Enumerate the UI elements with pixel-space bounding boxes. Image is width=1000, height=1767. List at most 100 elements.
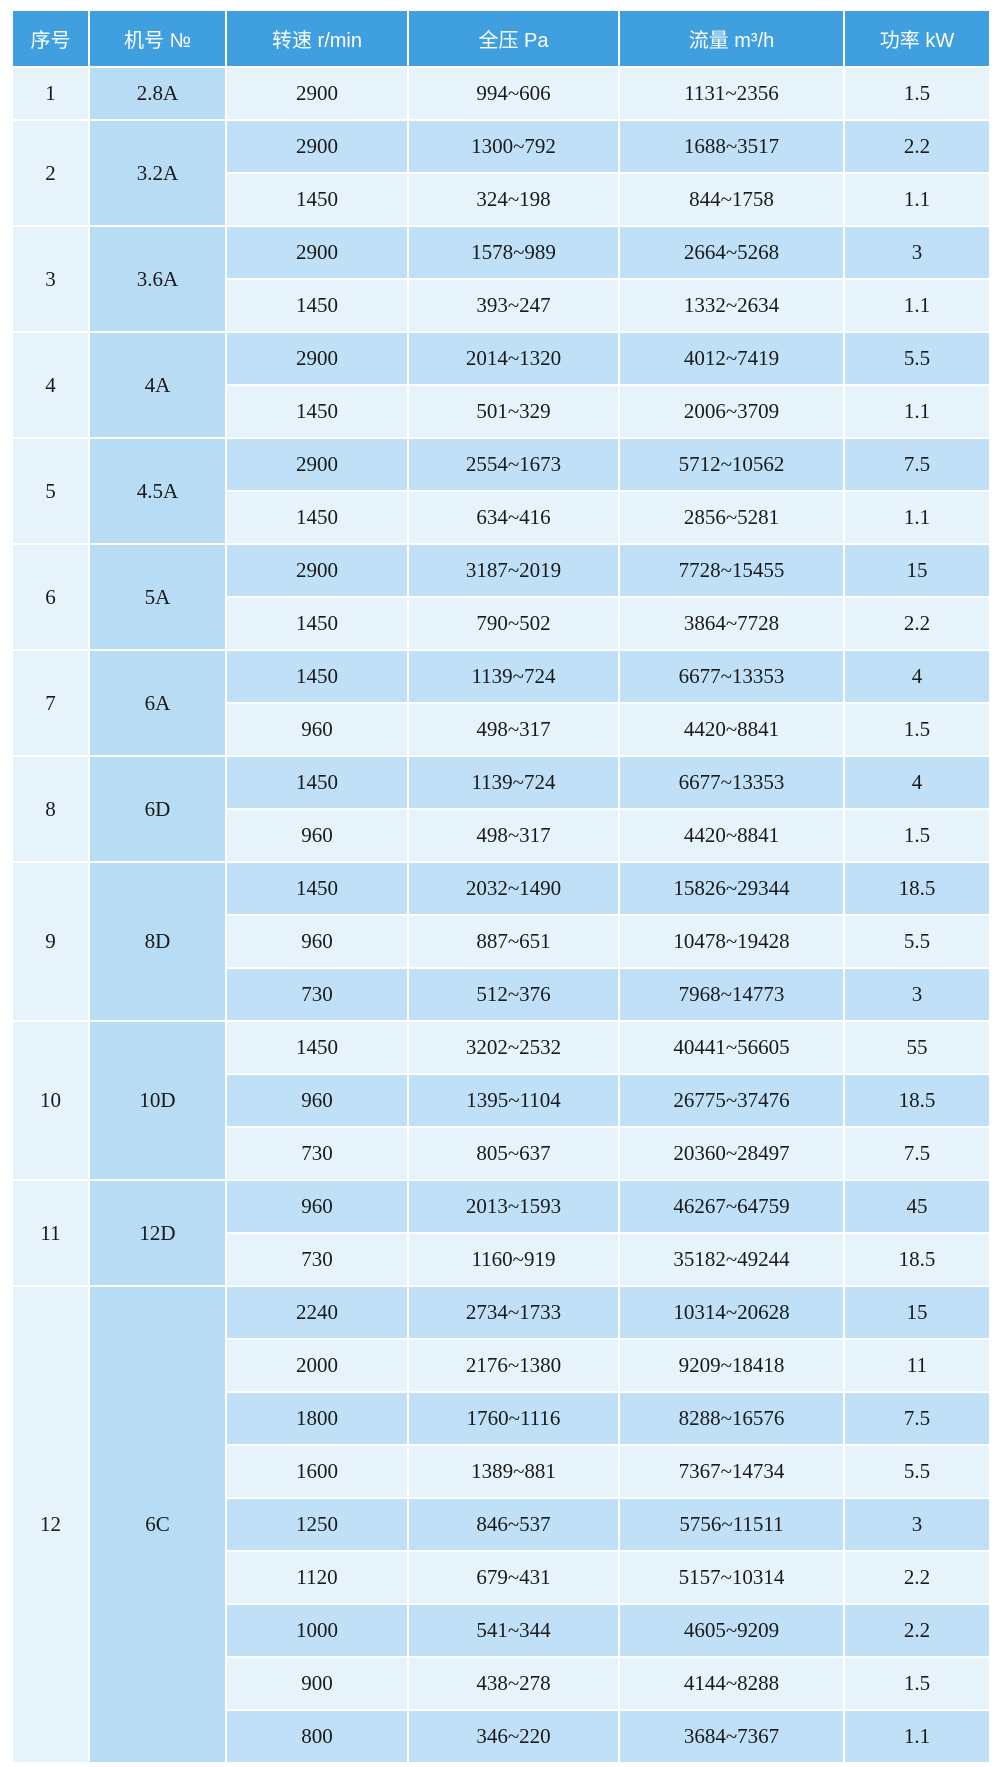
pressure-cell: 1578~989 — [407, 225, 620, 280]
data-row: 1000 541~344 4605~9209 2.2 — [12, 1603, 991, 1658]
number-cell: 6 — [11, 543, 90, 651]
power-cell: 7.5 — [843, 437, 991, 492]
number-cell: 1 — [11, 66, 90, 121]
flow-cell: 2006~3709 — [618, 384, 845, 439]
power-cell: 7.5 — [843, 1126, 991, 1181]
model-cell: 2.8A — [88, 66, 227, 121]
pressure-cell: 2176~1380 — [407, 1338, 620, 1393]
power-cell: 15 — [843, 543, 991, 598]
header-cell: 流量 m³/h — [618, 9, 845, 68]
speed-cell: 800 — [225, 1709, 409, 1764]
flow-cell: 1131~2356 — [618, 66, 845, 121]
speed-cell: 1600 — [225, 1444, 409, 1499]
flow-cell: 1688~3517 — [618, 119, 845, 174]
flow-cell: 5756~11511 — [618, 1497, 845, 1552]
power-cell: 5.5 — [843, 914, 991, 969]
power-cell: 55 — [843, 1020, 991, 1075]
flow-cell: 7367~14734 — [618, 1444, 845, 1499]
pressure-cell: 346~220 — [407, 1709, 620, 1764]
flow-cell: 5712~10562 — [618, 437, 845, 492]
flow-cell: 3864~7728 — [618, 596, 845, 651]
flow-cell: 46267~64759 — [618, 1179, 845, 1234]
data-row: 12 6C 2240 2734~1733 10314~20628 15 — [11, 1285, 991, 1764]
pressure-cell: 512~376 — [407, 967, 620, 1022]
model-cell: 8D — [88, 861, 227, 1022]
flow-cell: 4420~8841 — [618, 702, 845, 757]
flow-cell: 26775~37476 — [618, 1073, 845, 1128]
flow-cell: 10478~19428 — [618, 914, 845, 969]
pressure-cell: 501~329 — [407, 384, 620, 439]
speed-cell: 960 — [225, 914, 409, 969]
data-row: 1450 634~416 2856~5281 1.1 — [12, 490, 991, 545]
model-cell: 10D — [88, 1020, 227, 1181]
pressure-cell: 324~198 — [407, 172, 620, 227]
data-row: 5 4.5A 2900 2554~1673 5712~10562 7.5 — [11, 437, 991, 545]
power-cell: 1.1 — [843, 172, 991, 227]
flow-cell: 40441~56605 — [618, 1020, 845, 1075]
pressure-cell: 634~416 — [407, 490, 620, 545]
data-row: 3 3.6A 2900 1578~989 2664~5268 3 — [11, 225, 991, 333]
number-cell: 10 — [11, 1020, 90, 1181]
pressure-cell: 2734~1733 — [407, 1285, 620, 1340]
number-cell: 4 — [11, 331, 90, 439]
speed-cell: 1250 — [225, 1497, 409, 1552]
speed-cell: 730 — [225, 1126, 409, 1181]
flow-cell: 15826~29344 — [618, 861, 845, 916]
header-cell: 序号 — [11, 9, 90, 68]
pressure-cell: 1389~881 — [407, 1444, 620, 1499]
pressure-cell: 541~344 — [407, 1603, 620, 1658]
pressure-cell: 1160~919 — [407, 1232, 620, 1287]
flow-cell: 6677~13353 — [618, 755, 845, 810]
power-cell: 3 — [843, 967, 991, 1022]
speed-cell: 2900 — [225, 331, 409, 386]
power-cell: 1.1 — [843, 278, 991, 333]
speed-cell: 1450 — [225, 490, 409, 545]
number-cell: 12 — [11, 1285, 90, 1764]
number-cell: 5 — [11, 437, 90, 545]
model-cell: 3.6A — [88, 225, 227, 333]
flow-cell: 10314~20628 — [618, 1285, 845, 1340]
speed-cell: 1450 — [225, 649, 409, 704]
power-cell: 18.5 — [843, 861, 991, 916]
power-cell: 1.5 — [843, 808, 991, 863]
speed-cell: 2900 — [225, 66, 409, 121]
pressure-cell: 393~247 — [407, 278, 620, 333]
pressure-cell: 1139~724 — [407, 649, 620, 704]
speed-cell: 2900 — [225, 437, 409, 492]
pressure-cell: 438~278 — [407, 1656, 620, 1711]
number-cell: 9 — [11, 861, 90, 1022]
data-row: 2000 2176~1380 9209~18418 11 — [12, 1338, 991, 1393]
data-row: 9 8D 1450 2032~1490 15826~29344 18.5 — [11, 861, 991, 1022]
speed-cell: 730 — [225, 967, 409, 1022]
data-row: 1 2.8A 2900 994~606 1131~2356 1.5 — [11, 66, 991, 121]
power-cell: 7.5 — [843, 1391, 991, 1446]
data-row: 1450 501~329 2006~3709 1.1 — [12, 384, 991, 439]
data-row: 1120 679~431 5157~10314 2.2 — [12, 1550, 991, 1605]
data-row: 7 6A 1450 1139~724 6677~13353 4 — [11, 649, 991, 757]
data-row: 8 6D 1450 1139~724 6677~13353 4 — [11, 755, 991, 863]
header-row: 序号 机号 № 转速 r/min 全压 Pa 流量 m³/h 功率 kW — [11, 9, 991, 68]
flow-cell: 844~1758 — [618, 172, 845, 227]
data-row: 2 3.2A 2900 1300~792 1688~3517 2.2 — [11, 119, 991, 227]
speed-cell: 1450 — [225, 172, 409, 227]
speed-cell: 2900 — [225, 543, 409, 598]
data-row: 4 4A 2900 2014~1320 4012~7419 5.5 — [11, 331, 991, 439]
pressure-cell: 1139~724 — [407, 755, 620, 810]
model-cell: 4.5A — [88, 437, 227, 545]
speed-cell: 1800 — [225, 1391, 409, 1446]
pressure-cell: 3187~2019 — [407, 543, 620, 598]
power-cell: 3 — [843, 225, 991, 280]
power-cell: 1.5 — [843, 1656, 991, 1711]
flow-cell: 3684~7367 — [618, 1709, 845, 1764]
pressure-cell: 1760~1116 — [407, 1391, 620, 1446]
flow-cell: 2856~5281 — [618, 490, 845, 545]
power-cell: 18.5 — [843, 1073, 991, 1128]
speed-cell: 960 — [225, 702, 409, 757]
power-cell: 4 — [843, 755, 991, 810]
pressure-cell: 679~431 — [407, 1550, 620, 1605]
model-cell: 12D — [88, 1179, 227, 1287]
model-cell: 5A — [88, 543, 227, 651]
data-row: 960 887~651 10478~19428 5.5 — [12, 914, 991, 969]
power-cell: 1.1 — [843, 1709, 991, 1764]
flow-cell: 7968~14773 — [618, 967, 845, 1022]
